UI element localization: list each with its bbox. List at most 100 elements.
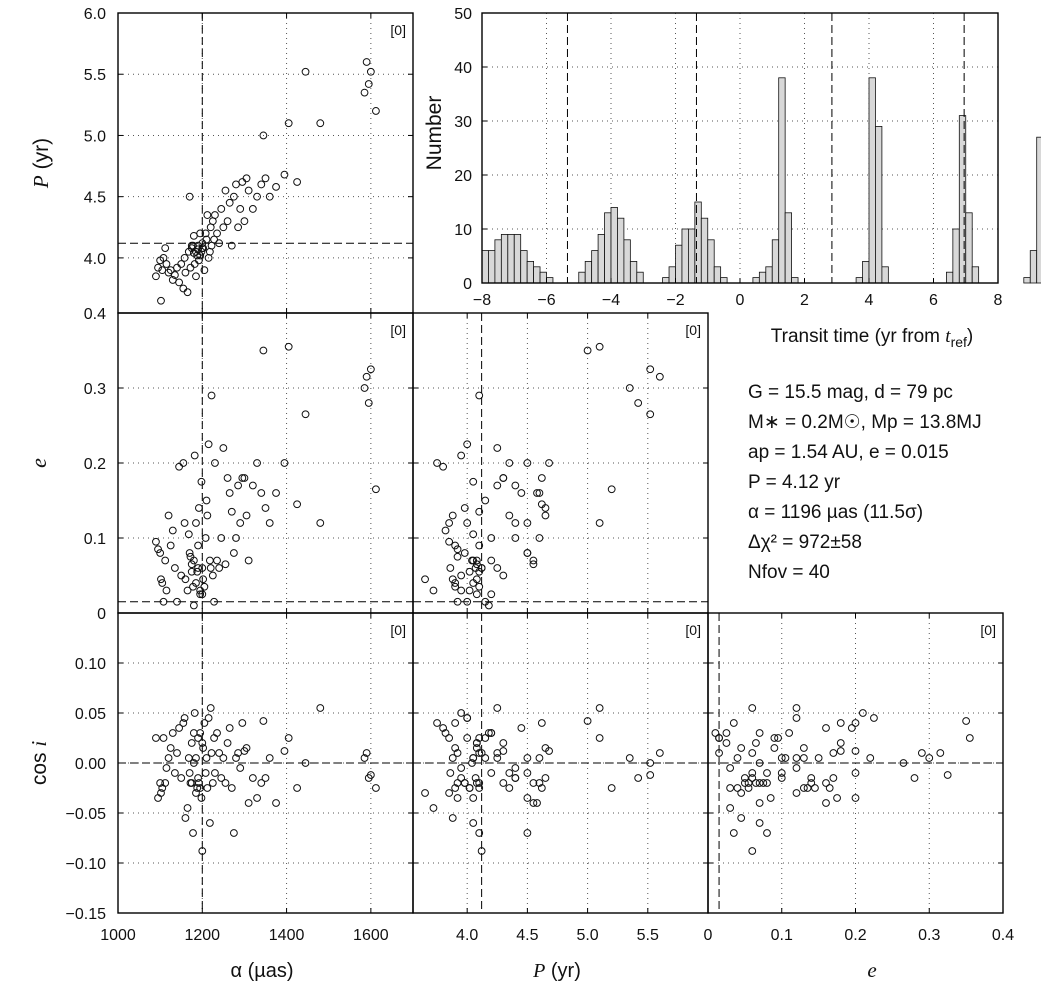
data-point: [711, 729, 720, 737]
histogram-x-tick-label: 8: [994, 292, 1003, 309]
data-point: [360, 88, 369, 97]
data-point: [763, 829, 771, 837]
data-point: [199, 575, 208, 584]
data-point: [748, 749, 757, 757]
histogram-bar: [610, 206, 618, 284]
histogram-bar: [752, 277, 760, 284]
x-tick-label-P: 4.5: [516, 927, 538, 944]
data-point: [364, 399, 373, 407]
data-point: [465, 784, 474, 792]
data-point: [181, 814, 190, 822]
data-point: [197, 477, 206, 486]
data-point: [194, 734, 202, 742]
x-tick-label-alpha: 1000: [100, 927, 136, 944]
data-point: [185, 769, 194, 777]
histogram-bar: [694, 201, 702, 284]
data-point: [583, 717, 592, 725]
data-point: [166, 744, 175, 752]
data-point: [185, 192, 194, 201]
x-axis-label-alpha: α (µas): [230, 960, 293, 982]
data-point: [232, 180, 240, 189]
data-point: [198, 847, 207, 855]
data-point: [189, 601, 198, 610]
y-tick-label-e: 0: [97, 606, 106, 623]
data-point: [221, 560, 230, 569]
data-point: [164, 511, 173, 520]
data-point: [190, 260, 199, 268]
data-point: [439, 462, 448, 471]
data-point: [162, 586, 171, 595]
data-point: [493, 754, 502, 762]
data-point: [196, 590, 205, 599]
histogram-bar: [881, 266, 889, 284]
y-tick-label-P: 6.0: [84, 6, 106, 23]
data-point: [366, 365, 375, 374]
data-point: [157, 575, 165, 584]
data-point: [240, 474, 249, 482]
data-point: [910, 774, 919, 782]
data-point: [366, 67, 375, 76]
data-point: [625, 754, 634, 762]
data-point: [301, 759, 310, 767]
data-point: [206, 704, 215, 712]
data-point: [177, 774, 186, 782]
histogram-bar: [617, 217, 625, 284]
data-point: [159, 734, 168, 742]
data-point: [272, 182, 280, 191]
data-point: [460, 504, 469, 512]
data-point: [257, 180, 266, 189]
data-point: [847, 724, 856, 732]
data-point: [225, 724, 234, 732]
data-point: [792, 714, 801, 722]
histogram-bar: [720, 277, 728, 284]
data-point: [215, 239, 224, 248]
histogram-bar: [481, 250, 489, 284]
data-point: [189, 829, 197, 837]
data-point: [451, 582, 460, 591]
data-point: [460, 549, 469, 557]
data-point: [183, 288, 192, 297]
data-point: [238, 719, 247, 727]
data-point: [748, 704, 757, 712]
data-point: [833, 794, 841, 802]
data-point: [234, 481, 243, 490]
data-point: [529, 556, 538, 565]
data-point: [469, 477, 478, 486]
data-point: [487, 590, 496, 599]
data-point: [523, 754, 532, 762]
data-point: [523, 769, 532, 777]
data-point: [463, 597, 472, 606]
histogram-bar: [539, 271, 547, 284]
info-line-7-text: Nfov = 40: [748, 562, 830, 583]
data-point: [475, 734, 484, 742]
y-axis-label-cosi: cos i: [27, 741, 51, 786]
data-point: [225, 489, 234, 497]
data-point: [441, 729, 450, 737]
data-point: [236, 519, 245, 527]
data-point: [196, 729, 205, 737]
data-point: [200, 582, 209, 591]
x-tick-label-e: 0.3: [918, 927, 940, 944]
histogram-y-tick-label: 0: [463, 276, 472, 293]
data-point: [535, 534, 544, 542]
data-point: [192, 272, 200, 281]
data-point: [925, 754, 934, 762]
data-point: [759, 779, 768, 787]
data-point: [192, 754, 200, 762]
data-point: [836, 719, 845, 727]
data-point: [799, 744, 808, 752]
data-point: [175, 278, 184, 287]
data-point: [253, 794, 261, 802]
data-point: [811, 784, 819, 792]
data-point: [799, 754, 808, 762]
data-point: [177, 260, 186, 268]
data-point: [198, 739, 207, 747]
data-point: [421, 575, 429, 584]
data-point: [807, 774, 816, 782]
info-box: G = 15.5 mag, d = 79 pc M∗ = 0.2M☉, Mp =…: [748, 378, 982, 588]
data-point: [529, 779, 538, 787]
data-point: [463, 734, 472, 742]
data-point: [822, 724, 830, 732]
data-point: [162, 764, 171, 772]
